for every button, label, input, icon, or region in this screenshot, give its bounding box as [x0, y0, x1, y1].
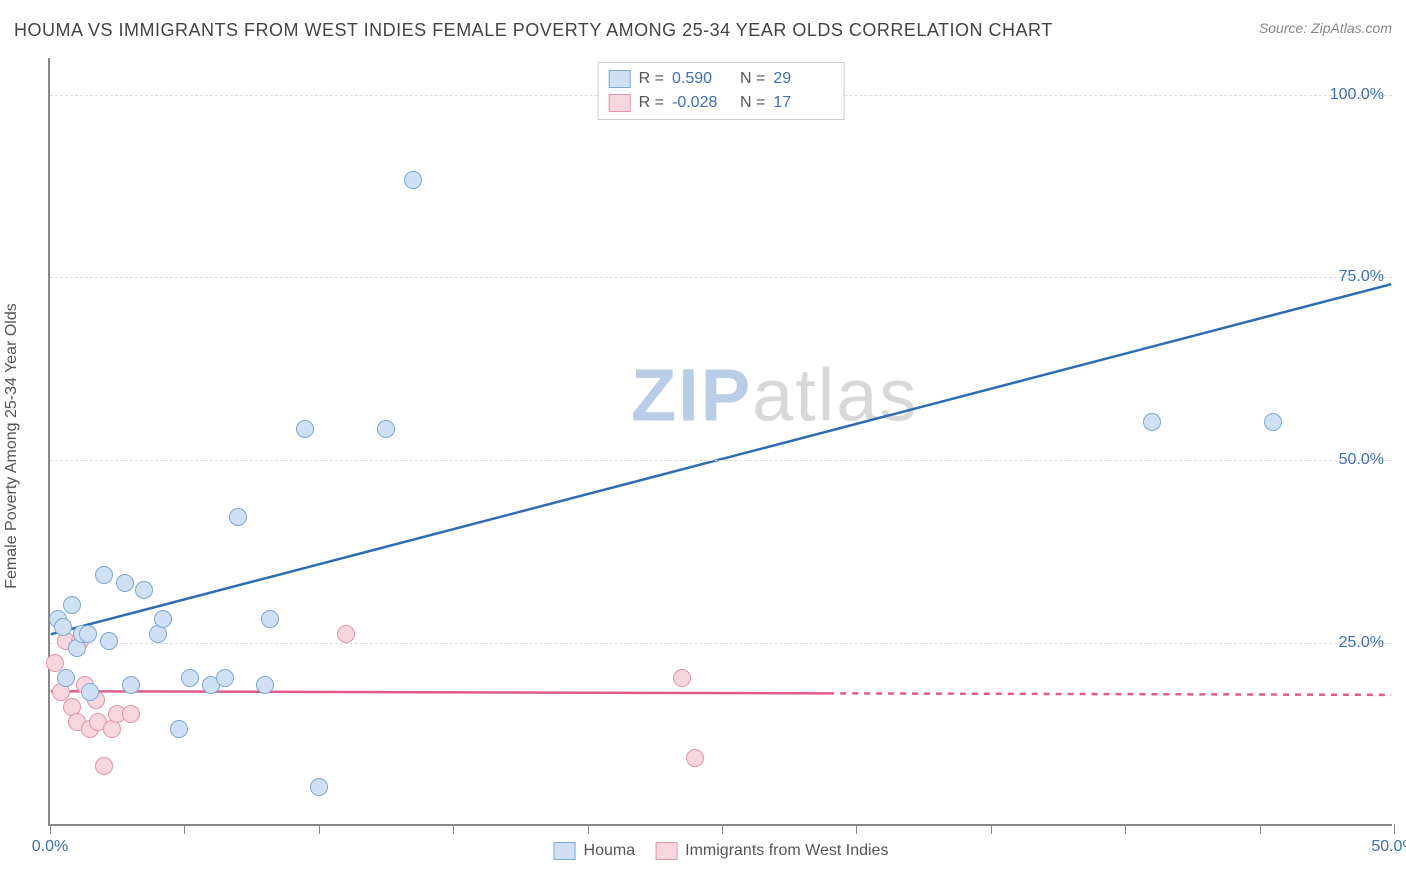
legend-swatch	[554, 842, 576, 860]
x-tick	[588, 824, 589, 834]
data-point	[377, 420, 395, 438]
trend-line	[51, 691, 828, 693]
data-point	[296, 420, 314, 438]
x-tick	[453, 824, 454, 834]
x-tick	[991, 824, 992, 834]
n-label: N =	[740, 67, 765, 91]
legend-stats: R = 0.590 N = 29 R = -0.028 N = 17	[598, 62, 845, 120]
watermark: ZIPatlas	[631, 353, 918, 438]
legend-stats-row: R = -0.028 N = 17	[609, 91, 834, 115]
data-point	[122, 705, 140, 723]
data-point	[310, 778, 328, 796]
data-point	[81, 683, 99, 701]
r-label: R =	[639, 91, 664, 115]
n-value: 17	[773, 91, 833, 115]
data-point	[79, 625, 97, 643]
legend-item: Houma	[554, 842, 636, 860]
data-point	[63, 596, 81, 614]
data-point	[256, 676, 274, 694]
data-point	[1143, 413, 1161, 431]
x-tick	[1394, 824, 1395, 834]
x-tick	[1125, 824, 1126, 834]
data-point	[57, 669, 75, 687]
y-tick-label: 25.0%	[1339, 634, 1384, 652]
r-value: 0.590	[672, 67, 732, 91]
data-point	[135, 581, 153, 599]
x-tick-label: 0.0%	[32, 838, 68, 856]
gridline	[50, 460, 1392, 461]
chart-source: Source: ZipAtlas.com	[1259, 20, 1392, 36]
data-point	[170, 720, 188, 738]
legend-swatch	[609, 70, 631, 88]
x-tick	[50, 824, 51, 834]
x-tick	[856, 824, 857, 834]
x-tick	[184, 824, 185, 834]
data-point	[95, 757, 113, 775]
trend-line-dashed	[828, 693, 1391, 695]
plot-area: ZIPatlas 25.0%50.0%75.0%100.0%0.0%50.0%R…	[48, 58, 1392, 826]
y-axis-label: Female Poverty Among 25-34 Year Olds	[3, 303, 21, 589]
gridline	[50, 643, 1392, 644]
data-point	[95, 566, 113, 584]
gridline	[50, 277, 1392, 278]
data-point	[686, 749, 704, 767]
data-point	[229, 508, 247, 526]
data-point	[116, 574, 134, 592]
chart-title: HOUMA VS IMMIGRANTS FROM WEST INDIES FEM…	[14, 20, 1053, 41]
legend-stats-row: R = 0.590 N = 29	[609, 67, 834, 91]
data-point	[181, 669, 199, 687]
watermark-bold: ZIP	[631, 354, 752, 437]
data-point	[1264, 413, 1282, 431]
watermark-normal: atlas	[752, 354, 918, 437]
x-tick-label: 50.0%	[1371, 838, 1406, 856]
legend-series: Houma Immigrants from West Indies	[554, 842, 889, 860]
data-point	[154, 610, 172, 628]
x-tick	[722, 824, 723, 834]
legend-swatch	[655, 842, 677, 860]
data-point	[404, 171, 422, 189]
r-value: -0.028	[672, 91, 732, 115]
n-value: 29	[773, 67, 833, 91]
data-point	[54, 618, 72, 636]
chart-header: HOUMA VS IMMIGRANTS FROM WEST INDIES FEM…	[14, 20, 1392, 41]
x-tick	[1260, 824, 1261, 834]
legend-label: Immigrants from West Indies	[685, 842, 888, 860]
data-point	[261, 610, 279, 628]
y-tick-label: 50.0%	[1339, 451, 1384, 469]
legend-item: Immigrants from West Indies	[655, 842, 888, 860]
trend-lines-svg	[50, 58, 1392, 824]
x-tick	[319, 824, 320, 834]
data-point	[337, 625, 355, 643]
n-label: N =	[740, 91, 765, 115]
r-label: R =	[639, 67, 664, 91]
data-point	[673, 669, 691, 687]
data-point	[122, 676, 140, 694]
legend-label: Houma	[584, 842, 636, 860]
y-tick-label: 75.0%	[1339, 268, 1384, 286]
data-point	[100, 632, 118, 650]
y-tick-label: 100.0%	[1330, 86, 1384, 104]
legend-swatch	[609, 94, 631, 112]
trend-line	[51, 284, 1392, 634]
data-point	[216, 669, 234, 687]
